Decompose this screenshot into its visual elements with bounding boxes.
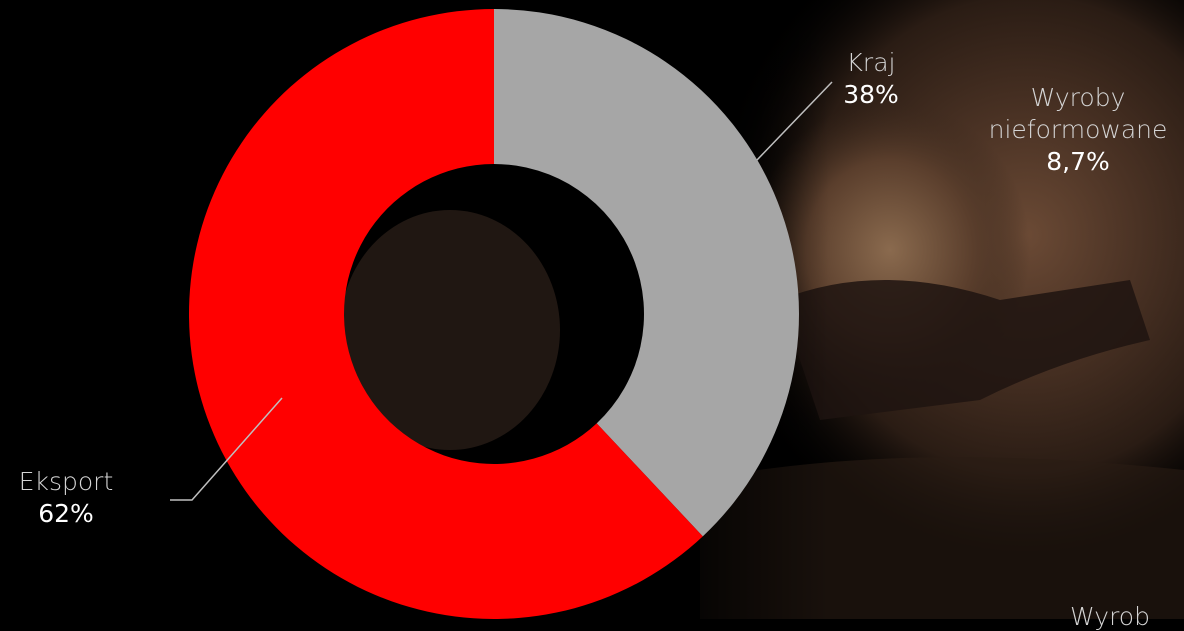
kraj-data-label: Kraj 38% (826, 47, 916, 111)
eksport-leader-line (170, 397, 283, 501)
slice-kraj (494, 9, 799, 537)
slice-eksport (188, 9, 703, 619)
eksport-category-label: Eksport (18, 467, 114, 496)
nieformowane-label: Wyroby nieformowane 8,7% (968, 82, 1184, 178)
kraj-value-label: 38% (843, 80, 899, 109)
clipped-side-label: Wyrob (1070, 602, 1150, 631)
nieformowane-line1: Wyroby (1030, 83, 1126, 112)
kraj-category-label: Kraj (846, 48, 896, 77)
eksport-data-label: Eksport 62% (0, 466, 132, 530)
eksport-value-label: 62% (38, 499, 94, 528)
kraj-leader-line (756, 81, 833, 161)
nieformowane-line2: nieformowane (988, 115, 1168, 144)
nieformowane-pct: 8,7% (1046, 147, 1110, 176)
